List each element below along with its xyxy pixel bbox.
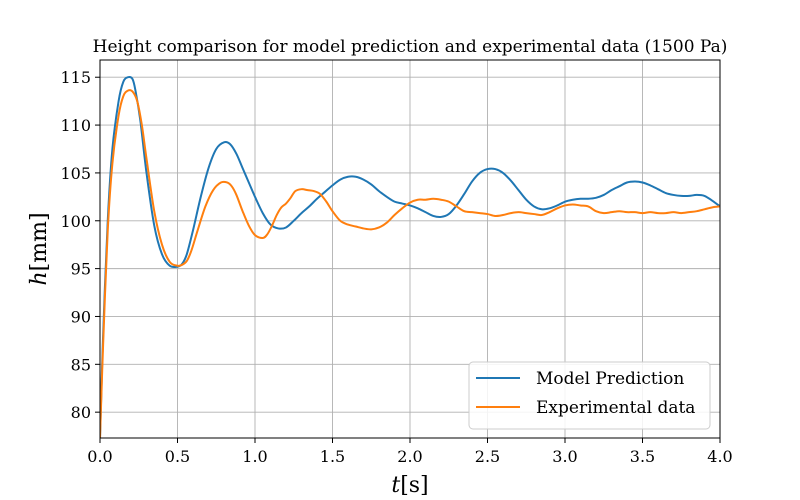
x-tick-label: 2.5 xyxy=(475,447,500,466)
y-tick-label: 110 xyxy=(60,116,91,135)
y-tick-label: 85 xyxy=(71,355,91,374)
legend-label-experimental-data: Experimental data xyxy=(536,398,695,418)
legend: Model Prediction Experimental data xyxy=(468,361,711,430)
x-tick-label: 1.5 xyxy=(320,447,345,466)
y-tick-label: 80 xyxy=(71,403,91,422)
x-tick-label: 0.5 xyxy=(165,447,190,466)
axis-ticks: 0.0 0.5 1.0 1.5 2.0 2.5 3.0 3.5 4.0 80 85 90 95 100 10… xyxy=(60,68,732,466)
x-tick-label: 4.0 xyxy=(707,447,732,466)
x-tick-label: 2.0 xyxy=(397,447,422,466)
series-line-model-prediction xyxy=(100,75,720,438)
x-tick-label: 0.0 xyxy=(87,447,112,466)
y-tick-label: 105 xyxy=(60,164,91,183)
legend-box xyxy=(468,361,711,430)
legend-label-model-prediction: Model Prediction xyxy=(536,369,684,389)
series-line-experimental-data xyxy=(100,89,720,438)
x-tick-label: 3.5 xyxy=(630,447,655,466)
x-axis-label-unit: [s] xyxy=(400,473,428,498)
chart-title: Height comparison for model prediction a… xyxy=(93,37,728,57)
plot-lines xyxy=(100,75,720,438)
y-tick-label: 90 xyxy=(71,307,91,326)
y-axis-label-unit: [mm] xyxy=(27,212,52,271)
y-tick-label: 100 xyxy=(60,212,91,231)
x-axis-label-symbol: t xyxy=(391,473,400,498)
y-axis-label: h[mm] xyxy=(27,212,52,285)
y-tick-label: 115 xyxy=(60,68,91,87)
y-axis-label-symbol: h xyxy=(27,271,52,285)
y-tick-label: 95 xyxy=(71,260,91,279)
x-tick-label: 1.0 xyxy=(242,447,267,466)
x-axis-label: t[s] xyxy=(391,473,428,498)
x-tick-label: 3.0 xyxy=(552,447,577,466)
